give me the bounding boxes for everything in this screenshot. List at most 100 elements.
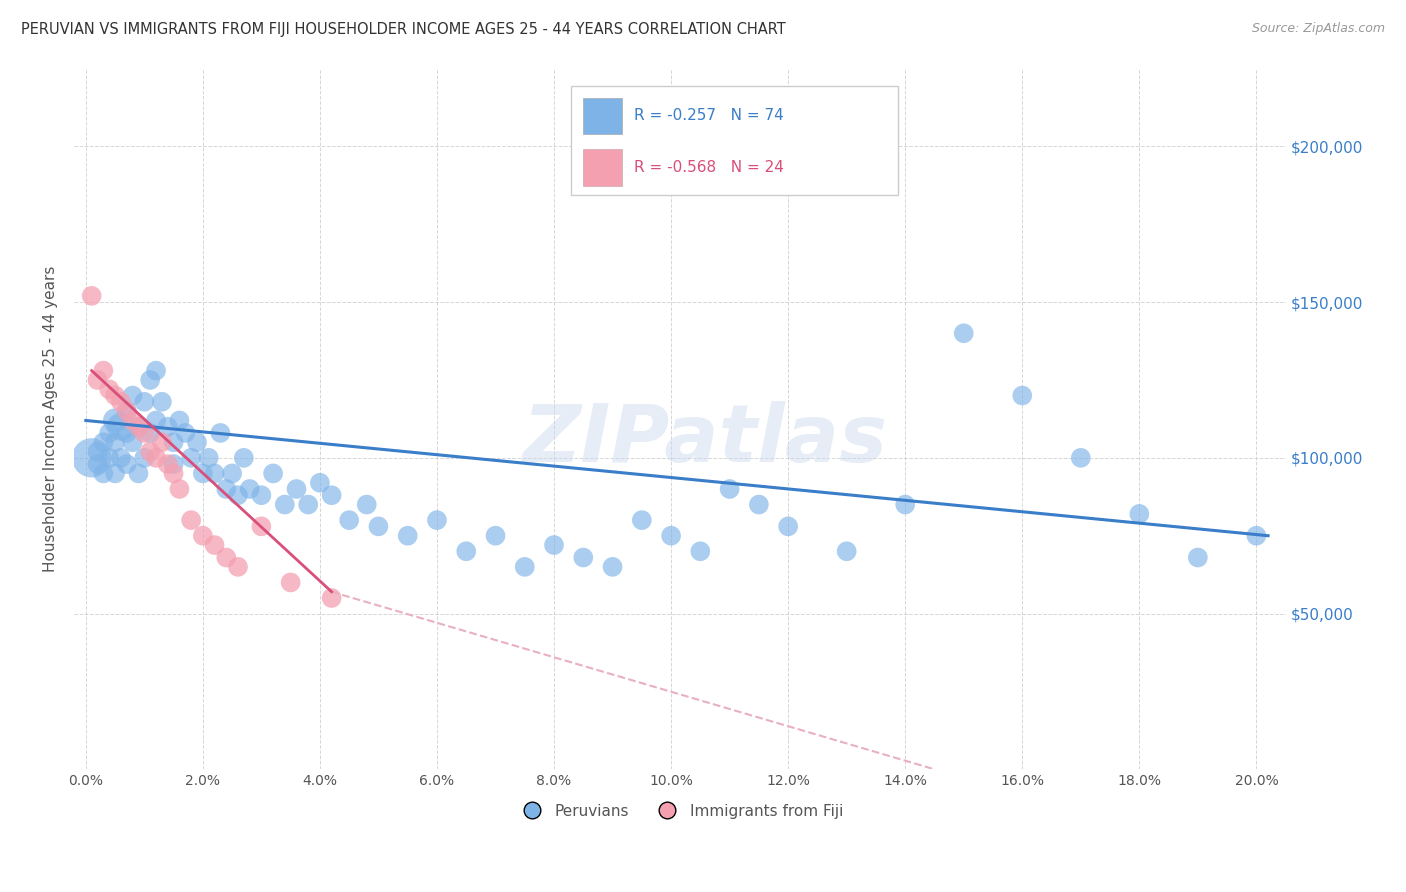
Point xyxy=(835,544,858,558)
Point xyxy=(86,444,108,458)
Point xyxy=(204,538,226,552)
Point xyxy=(121,435,143,450)
Point xyxy=(748,498,770,512)
Point xyxy=(226,559,249,574)
Point xyxy=(396,529,419,543)
Point xyxy=(186,435,208,450)
Point xyxy=(93,467,115,481)
Point xyxy=(191,467,214,481)
Point xyxy=(162,467,184,481)
Point xyxy=(659,529,682,543)
Point xyxy=(162,435,184,450)
Point xyxy=(952,326,974,341)
Point xyxy=(127,467,149,481)
Point xyxy=(250,488,273,502)
Point xyxy=(156,457,179,471)
Point xyxy=(134,394,156,409)
Point xyxy=(1070,450,1092,465)
Point xyxy=(110,450,132,465)
Point xyxy=(104,413,127,427)
Point xyxy=(104,467,127,481)
Point xyxy=(180,513,202,527)
Point xyxy=(169,482,191,496)
Point xyxy=(1128,507,1150,521)
Point xyxy=(110,419,132,434)
Point xyxy=(98,425,121,440)
Text: R = -0.257   N = 74: R = -0.257 N = 74 xyxy=(634,109,783,123)
Point xyxy=(127,419,149,434)
Text: PERUVIAN VS IMMIGRANTS FROM FIJI HOUSEHOLDER INCOME AGES 25 - 44 YEARS CORRELATI: PERUVIAN VS IMMIGRANTS FROM FIJI HOUSEHO… xyxy=(21,22,786,37)
Point xyxy=(572,550,595,565)
Point xyxy=(145,450,167,465)
Point xyxy=(226,488,249,502)
Point xyxy=(274,498,297,512)
Point xyxy=(367,519,389,533)
Point xyxy=(86,373,108,387)
Point xyxy=(86,457,108,471)
Point xyxy=(1246,529,1268,543)
Point xyxy=(209,425,232,440)
Point xyxy=(513,559,536,574)
Point xyxy=(426,513,449,527)
Point xyxy=(321,591,343,605)
Point xyxy=(215,550,238,565)
Point xyxy=(150,394,173,409)
Point xyxy=(356,498,378,512)
Point xyxy=(115,404,138,418)
Point xyxy=(232,450,254,465)
Point xyxy=(484,529,506,543)
Point xyxy=(337,513,360,527)
Point xyxy=(145,413,167,427)
Point xyxy=(162,457,184,471)
Point xyxy=(139,444,162,458)
Point xyxy=(134,425,156,440)
Point xyxy=(778,519,800,533)
Point xyxy=(191,529,214,543)
Point xyxy=(104,435,127,450)
Point xyxy=(104,388,127,402)
Y-axis label: Householder Income Ages 25 - 44 years: Householder Income Ages 25 - 44 years xyxy=(44,266,58,572)
Point xyxy=(215,482,238,496)
Point xyxy=(98,382,121,396)
Point xyxy=(602,559,624,574)
Point xyxy=(98,450,121,465)
Point xyxy=(121,413,143,427)
Point xyxy=(309,475,332,490)
Point xyxy=(115,457,138,471)
Point xyxy=(127,419,149,434)
Point xyxy=(93,435,115,450)
Point xyxy=(80,289,103,303)
Point xyxy=(197,450,219,465)
Point xyxy=(321,488,343,502)
Point xyxy=(285,482,308,496)
Point xyxy=(139,373,162,387)
Point xyxy=(262,467,284,481)
Point xyxy=(150,435,173,450)
Point xyxy=(689,544,711,558)
FancyBboxPatch shape xyxy=(583,98,621,134)
Legend: Peruvians, Immigrants from Fiji: Peruvians, Immigrants from Fiji xyxy=(510,797,849,825)
Point xyxy=(718,482,741,496)
Point xyxy=(543,538,565,552)
Point xyxy=(134,450,156,465)
Point xyxy=(239,482,262,496)
Point xyxy=(630,513,652,527)
Point xyxy=(121,388,143,402)
Point xyxy=(80,450,103,465)
Point xyxy=(221,467,243,481)
Point xyxy=(110,394,132,409)
Point xyxy=(180,450,202,465)
Point xyxy=(1187,550,1209,565)
FancyBboxPatch shape xyxy=(571,86,898,194)
Point xyxy=(456,544,478,558)
Text: Source: ZipAtlas.com: Source: ZipAtlas.com xyxy=(1251,22,1385,36)
FancyBboxPatch shape xyxy=(583,149,621,186)
Point xyxy=(297,498,319,512)
Point xyxy=(115,425,138,440)
Point xyxy=(204,467,226,481)
Point xyxy=(139,425,162,440)
Text: ZIPatlas: ZIPatlas xyxy=(522,401,887,479)
Point xyxy=(894,498,917,512)
Point xyxy=(169,413,191,427)
Point xyxy=(93,364,115,378)
